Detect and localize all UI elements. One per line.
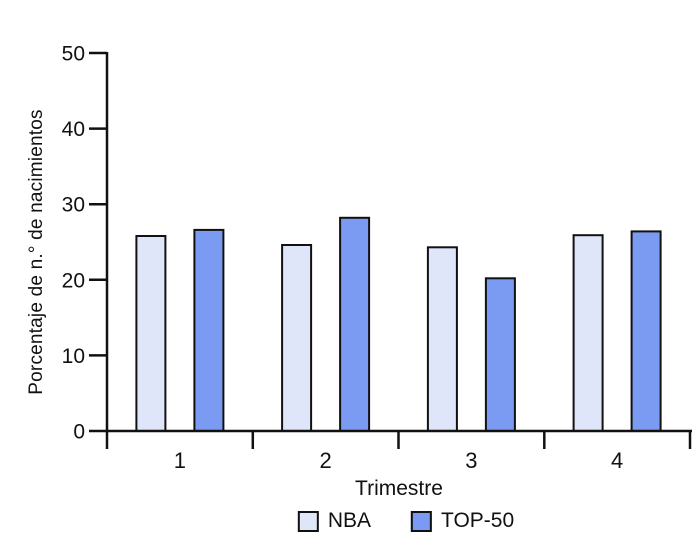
- y-tick-label-10: 10: [62, 345, 85, 368]
- bar-top-50-q3: [484, 277, 516, 432]
- y-tick-label-20: 20: [62, 269, 85, 292]
- legend-swatch-nba: [297, 510, 319, 532]
- y-tick-label-0: 0: [73, 421, 85, 444]
- x-category-label-3: 3: [465, 448, 477, 473]
- legend-item-top50: TOP-50: [411, 509, 514, 533]
- bar-nba-q4: [572, 234, 604, 432]
- y-tick-label-30: 30: [62, 194, 85, 217]
- legend-label-nba: NBA: [327, 509, 372, 532]
- bar-top-50-q1: [193, 228, 225, 432]
- y-tick-label-40: 40: [62, 118, 85, 141]
- legend: NBA TOP-50: [297, 509, 514, 533]
- x-category-label-2: 2: [319, 448, 331, 473]
- x-category-label-1: 1: [174, 448, 186, 473]
- legend-swatch-top50: [411, 510, 433, 532]
- y-axis-label: Porcentaje de n.° de nacimientos: [26, 109, 47, 395]
- legend-label-top50: TOP-50: [441, 509, 515, 532]
- y-tick-label-50: 50: [62, 43, 85, 66]
- x-axis-label: Trimestre: [355, 477, 443, 500]
- bar-nba-q2: [281, 244, 313, 432]
- bar-top-50-q2: [339, 216, 371, 432]
- legend-item-nba: NBA: [297, 509, 372, 533]
- bar-nba-q1: [135, 235, 167, 432]
- bar-nba-q3: [426, 246, 458, 432]
- x-category-label-4: 4: [611, 448, 623, 473]
- bar-top-50-q4: [630, 230, 662, 432]
